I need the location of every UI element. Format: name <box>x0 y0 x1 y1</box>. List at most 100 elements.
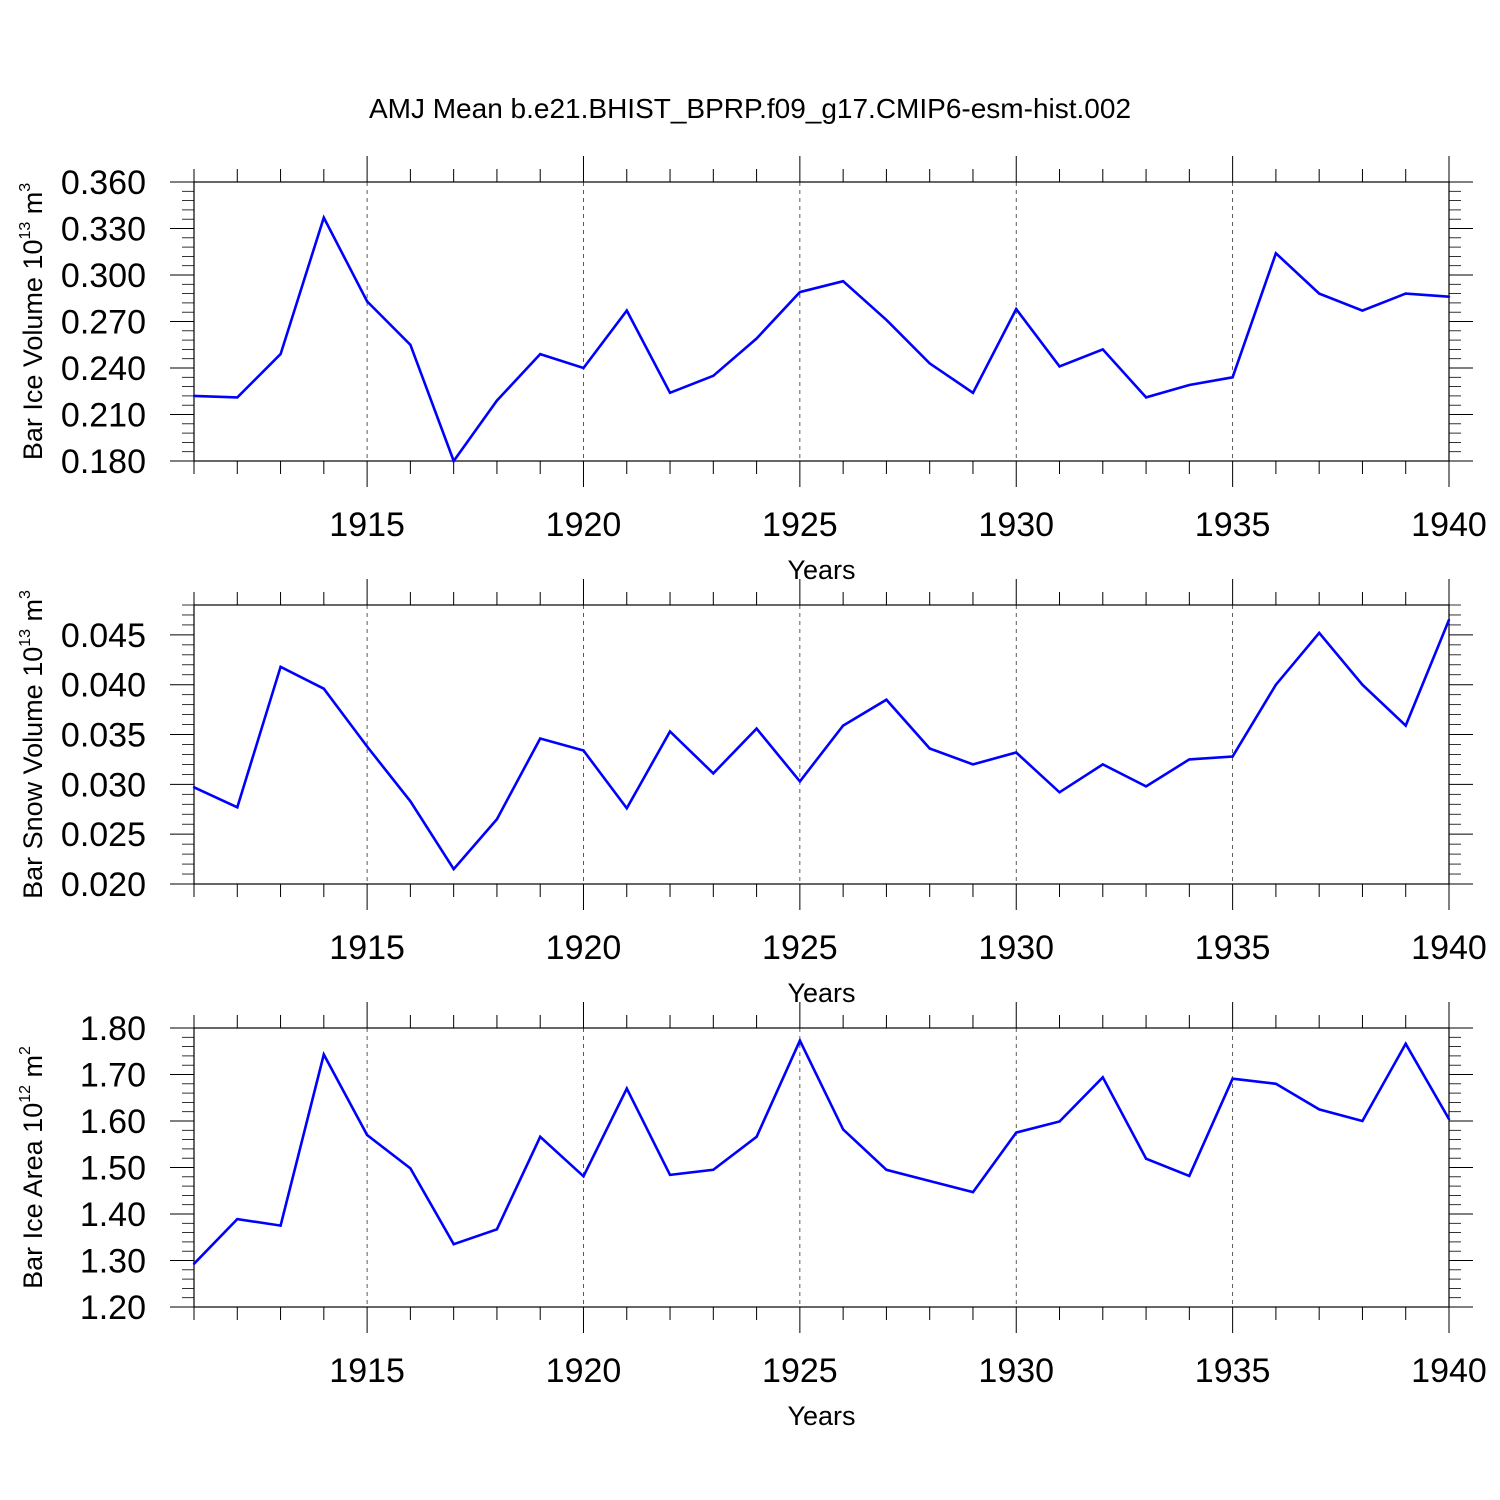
chart-title: AMJ Mean b.e21.BHIST_BPRP.f09_g17.CMIP6-… <box>369 93 1131 124</box>
data-point <box>582 749 585 752</box>
data-point <box>495 818 499 821</box>
data-point <box>1317 1108 1321 1111</box>
x-tick-label: 1935 <box>1195 1352 1271 1390</box>
data-point <box>971 763 975 766</box>
panel-3: 1.20 1.30 1.40 1.50 1.60 1.70 1.80 1915 1920 1925… <box>17 1002 1487 1431</box>
data-point <box>322 687 326 690</box>
x-tick-label: 1940 <box>1411 929 1487 967</box>
y-tick-label: 1.40 <box>80 1196 146 1234</box>
data-point <box>668 391 672 394</box>
data-point <box>1188 383 1191 387</box>
y-tick-label: 0.035 <box>61 717 146 755</box>
plot-frame <box>193 604 1450 885</box>
data-point <box>192 1262 196 1265</box>
x-tick-label: 1915 <box>329 506 405 544</box>
data-point <box>1188 758 1191 761</box>
data-point <box>1058 791 1061 794</box>
x-tick-label: 1930 <box>978 506 1054 544</box>
data-point <box>1447 618 1451 622</box>
data-point <box>1231 376 1234 379</box>
data-point <box>582 1175 585 1178</box>
data-point <box>885 1168 888 1172</box>
data-point <box>1231 755 1234 758</box>
data-point <box>539 352 542 356</box>
data-point <box>712 1168 715 1172</box>
y-tick-label: 1.20 <box>80 1289 146 1327</box>
x-tick-label: 1940 <box>1411 506 1487 544</box>
data-point <box>1015 1131 1018 1134</box>
data-point <box>1317 631 1321 635</box>
y-tick-label: 0.330 <box>61 211 146 249</box>
plot-frame <box>193 181 1450 462</box>
data-point <box>322 1053 326 1056</box>
data-point <box>409 800 412 803</box>
x-tick-label: 1925 <box>762 1352 838 1390</box>
data-point <box>1274 683 1278 686</box>
data-point <box>1361 683 1364 686</box>
data-point <box>971 391 975 394</box>
data-point <box>928 362 931 365</box>
y-tick-label: 0.300 <box>61 257 146 295</box>
data-point <box>452 1243 455 1246</box>
data-point <box>1274 252 1278 255</box>
data-point <box>1447 1117 1451 1121</box>
y-tick-label: 0.240 <box>61 350 146 388</box>
data-point <box>1144 785 1148 788</box>
y-tick-label: 0.360 <box>61 164 146 202</box>
data-point <box>236 806 239 809</box>
data-point <box>192 394 196 398</box>
data-point <box>279 1224 282 1227</box>
data-point <box>841 724 845 727</box>
data-point <box>755 727 758 730</box>
data-point <box>1404 292 1407 295</box>
x-axis-title: Years <box>787 555 855 585</box>
y-tick-label: 0.045 <box>61 617 146 655</box>
y-tick-label: 0.025 <box>61 816 146 854</box>
data-point <box>322 216 326 219</box>
y-axis-title: Bar Ice Volume 1013 m3 <box>17 183 48 460</box>
data-point <box>885 318 888 322</box>
data-point <box>1058 365 1061 368</box>
data-point <box>1274 1082 1278 1086</box>
plot-frame <box>193 1027 1450 1308</box>
data-point <box>1101 348 1104 351</box>
y-tick-label: 0.210 <box>61 397 146 435</box>
x-tick-label: 1925 <box>762 506 838 544</box>
data-point <box>1404 724 1407 727</box>
data-point <box>1231 1077 1234 1080</box>
x-axis-title: Years <box>787 978 855 1008</box>
data-point <box>1361 309 1364 312</box>
data-point <box>539 1135 542 1139</box>
data-point <box>1058 1120 1061 1123</box>
y-axis-title: Bar Ice Area 1012 m2 <box>17 1046 48 1289</box>
data-point <box>192 786 196 789</box>
data-point <box>625 1087 628 1090</box>
data-point <box>365 745 369 748</box>
data-point <box>279 665 282 668</box>
x-tick-label: 1915 <box>329 929 405 967</box>
data-point <box>971 1190 975 1194</box>
data-point <box>712 374 715 377</box>
data-point <box>668 1173 672 1177</box>
data-point <box>625 309 628 312</box>
data-point <box>236 1217 239 1221</box>
y-tick-label: 0.270 <box>61 304 146 342</box>
y-tick-label: 1.30 <box>80 1243 146 1281</box>
data-point <box>755 337 758 340</box>
data-point <box>452 459 455 463</box>
data-point <box>1101 763 1104 766</box>
data-point <box>1101 1076 1104 1079</box>
data-point <box>928 747 931 750</box>
x-tick-label: 1920 <box>546 506 622 544</box>
series-line-1 <box>193 214 1450 464</box>
y-tick-label: 1.70 <box>80 1057 146 1095</box>
data-point <box>1404 1042 1407 1046</box>
data-point <box>1144 1157 1148 1160</box>
series-line-1 <box>193 619 1451 872</box>
data-point <box>452 867 455 871</box>
data-point <box>841 280 845 283</box>
x-axis-title: Years <box>787 1401 855 1431</box>
data-point <box>279 352 282 356</box>
